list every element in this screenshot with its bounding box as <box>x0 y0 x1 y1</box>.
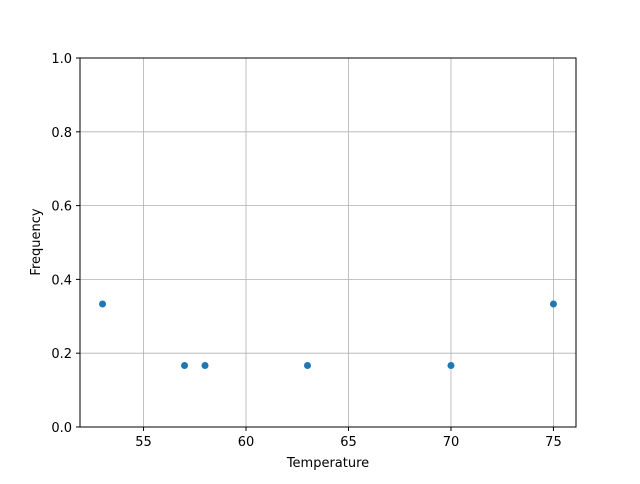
data-point <box>201 361 209 369</box>
data-point <box>181 361 189 369</box>
y-tick-label: 1.0 <box>51 52 72 67</box>
plot-frame <box>79 57 577 428</box>
points <box>99 300 557 369</box>
grid <box>80 57 576 428</box>
y-tick-label: 0.0 <box>51 421 72 436</box>
x-tick-label: 55 <box>135 435 152 450</box>
y-tick-label: 0.2 <box>51 347 72 362</box>
data-point <box>304 361 312 369</box>
ticks: 55 60 65 70 75 0.0 0.2 0.4 0.6 0.8 1.0 <box>51 52 561 450</box>
y-tick-label: 0.6 <box>51 200 72 215</box>
y-tick-label: 0.8 <box>51 126 72 141</box>
x-tick-label: 75 <box>545 435 562 450</box>
y-axis-label: Frequency <box>29 208 44 275</box>
data-point <box>549 300 557 308</box>
x-tick-label: 60 <box>238 435 255 450</box>
x-axis-label: Temperature <box>286 456 369 471</box>
y-tick-label: 0.4 <box>51 273 72 288</box>
x-tick-label: 65 <box>340 435 357 450</box>
data-point <box>447 361 455 369</box>
data-point <box>99 300 107 308</box>
x-tick-label: 70 <box>443 435 460 450</box>
